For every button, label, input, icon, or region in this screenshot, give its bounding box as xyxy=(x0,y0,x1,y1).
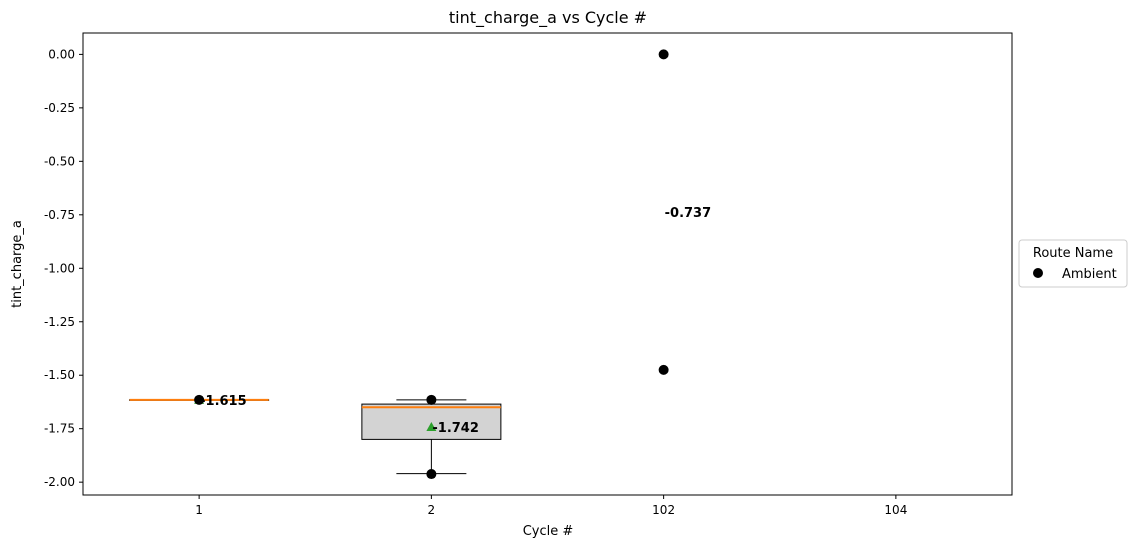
mean-labels-layer: -1.615 -1.742 -0.737 xyxy=(200,206,711,436)
plot-area-frame xyxy=(82,32,1013,496)
x-tick-label: 2 xyxy=(428,503,436,517)
mean-marker xyxy=(426,421,437,431)
x-axis-label: Cycle # xyxy=(523,524,574,539)
x-tick-label: 1 xyxy=(195,503,203,517)
data-point xyxy=(658,364,669,375)
x-tick-label: 102 xyxy=(652,503,675,517)
data-point xyxy=(426,469,437,480)
boxes-layer xyxy=(129,394,502,475)
y-axis: 0.00 -0.25 -0.50 -0.75 -1.00 -1.25 -1.50 -1.75 -… xyxy=(44,47,83,489)
chart-title: tint_charge_a vs Cycle # xyxy=(449,8,647,28)
points-layer xyxy=(194,49,669,480)
legend-frame xyxy=(1018,239,1128,288)
data-point xyxy=(194,394,205,405)
legend-marker-ambient xyxy=(1033,268,1043,278)
y-tick-label: -1.00 xyxy=(44,261,75,275)
mean-value-label: -0.737 xyxy=(665,206,712,221)
data-point xyxy=(658,49,669,60)
y-tick-label: -1.50 xyxy=(44,368,75,382)
mean-value-label: -1.615 xyxy=(200,394,247,409)
legend-title: Route Name xyxy=(1033,246,1113,261)
y-tick-label: -0.25 xyxy=(44,101,75,115)
mean-value-label: -1.742 xyxy=(432,421,479,436)
y-tick-label: -2.00 xyxy=(44,475,75,489)
y-tick-label: -0.75 xyxy=(44,208,75,222)
y-tick-label: -1.75 xyxy=(44,422,75,436)
box-iqr xyxy=(361,403,502,440)
y-axis-label: tint_charge_a xyxy=(10,220,25,308)
y-tick-label: -0.50 xyxy=(44,154,75,168)
legend: Route Name Ambient xyxy=(1018,239,1128,288)
y-tick-label: -1.25 xyxy=(44,315,75,329)
data-point xyxy=(426,394,437,405)
legend-entry-ambient: Ambient xyxy=(1062,267,1117,282)
y-tick-label: 0.00 xyxy=(48,47,75,61)
x-axis: 1 2 102 104 xyxy=(195,495,907,517)
x-tick-label: 104 xyxy=(884,503,907,517)
